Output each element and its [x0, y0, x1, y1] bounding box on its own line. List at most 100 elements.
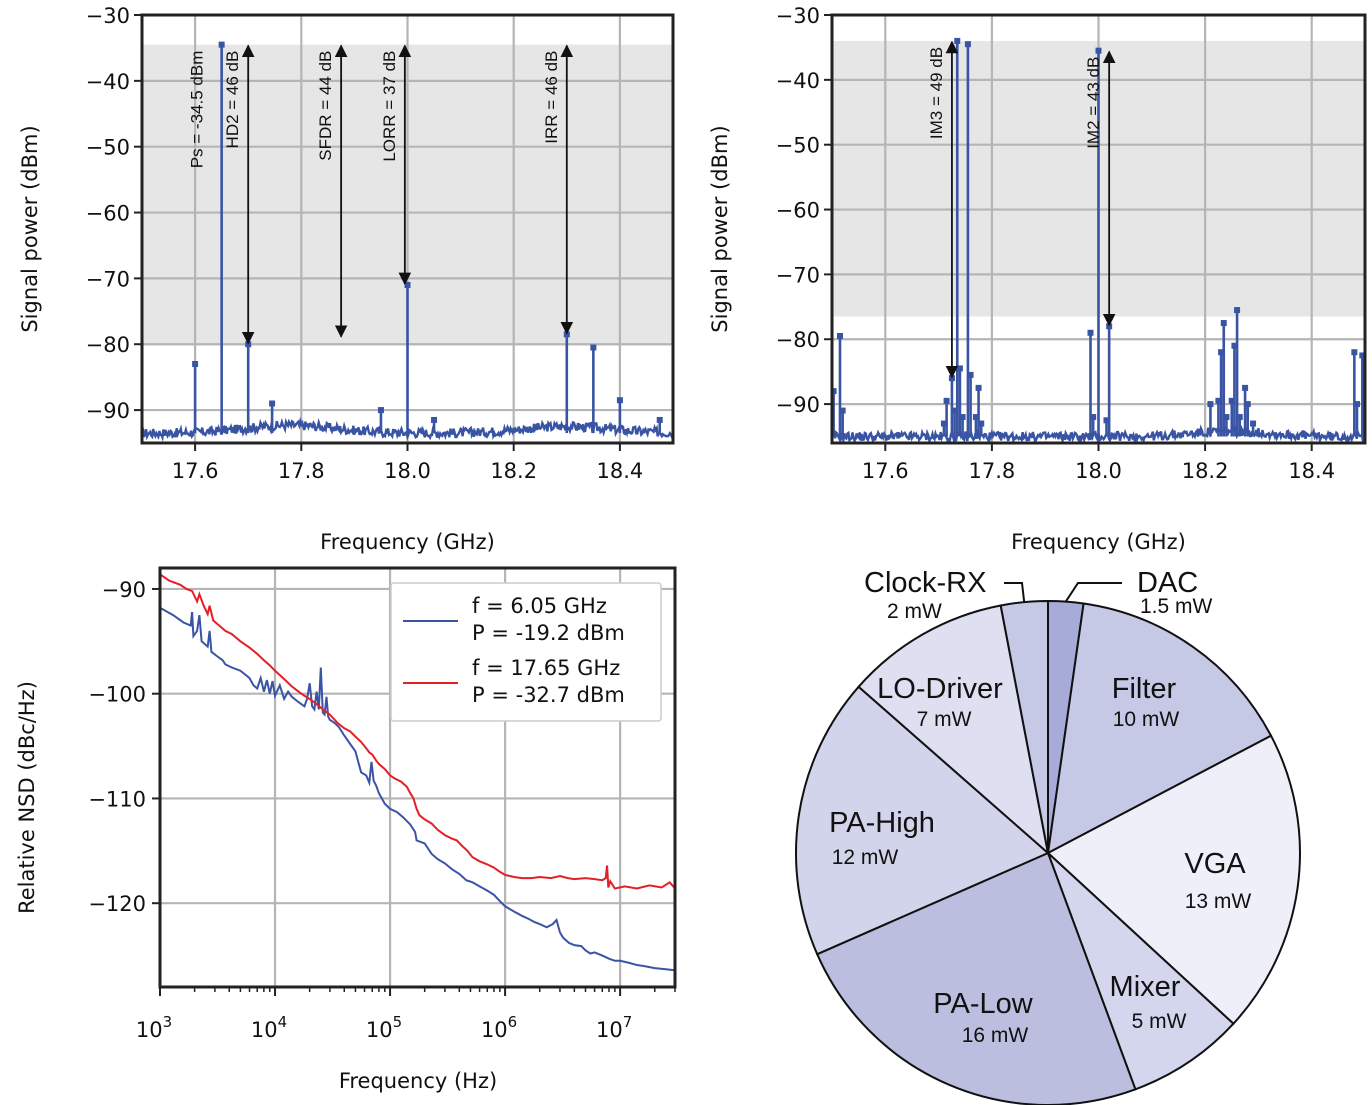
noise-floor-trace	[141, 416, 675, 443]
x-tick-label: 105	[366, 1013, 402, 1042]
tick-base: 10	[136, 1018, 163, 1042]
spectrum-chart-single-tone: Ps = -34.5 dBm HD2 = 46 dB SFDR = 44 dB LOR…	[18, 4, 675, 554]
y-axis-label: Signal power (dBm)	[708, 125, 732, 332]
slice-label: Mixer	[1110, 971, 1181, 1003]
x-tick-label: 17.8	[278, 459, 325, 483]
x-tick-label: 18.0	[1075, 459, 1122, 483]
pie-slice	[815, 851, 1137, 1105]
x-axis-label: Frequency (GHz)	[1011, 530, 1186, 554]
tick-exponent: 3	[163, 1013, 173, 1031]
slice-label: Filter	[1112, 673, 1177, 705]
spur-marker	[839, 407, 846, 414]
spur-marker	[1354, 401, 1361, 408]
legend-entry-label: P = -19.2 dBm	[472, 621, 625, 645]
y-tick-label: −50	[776, 134, 820, 158]
x-tick-label: 18.4	[1288, 459, 1335, 483]
slice-value: 16 mW	[962, 1024, 1029, 1047]
slice-value: 12 mW	[832, 846, 899, 869]
spur-marker	[1231, 342, 1238, 349]
tick-base: 10	[366, 1018, 393, 1042]
slice-value: 5 mW	[1132, 1010, 1187, 1033]
annotation-label: IRR = 46 dB	[542, 51, 561, 144]
x-tick-label: 18.0	[384, 459, 431, 483]
spur-marker	[1220, 320, 1227, 327]
slice-value: 1.5 mW	[1140, 595, 1213, 618]
spur-marker	[959, 414, 966, 421]
spur-marker	[590, 344, 597, 351]
annotation-label: SFDR = 44 dB	[316, 51, 335, 161]
spur-marker	[830, 388, 837, 395]
spur-marker	[972, 414, 979, 421]
spur-marker	[978, 420, 985, 427]
x-axis-label: Frequency (GHz)	[320, 530, 495, 554]
slice-label: DAC	[1137, 567, 1198, 599]
x-tick-label: 18.4	[597, 459, 644, 483]
spectrum-chart-two-tone: IM3 = 49 dB IM2 = 43 dB 17.6 17.8 18.0 18.2 18…	[708, 4, 1367, 554]
y-tick-label: −90	[776, 393, 820, 417]
y-tick-label: −100	[88, 683, 146, 707]
y-tick-label: −90	[102, 578, 146, 602]
power-breakdown-pie: Filter 10 mW VGA 13 mW Mixer 5 mW PA-Low 16 mW P…	[794, 567, 1301, 1105]
y-axis-label: Signal power (dBm)	[18, 125, 42, 332]
pie-slice	[857, 604, 1050, 856]
y-tick-label: −30	[86, 4, 130, 28]
tick-exponent: 7	[623, 1013, 633, 1031]
x-tick-label: 18.2	[1182, 459, 1229, 483]
x-axis-label: Frequency (Hz)	[339, 1069, 497, 1093]
axes-frame	[158, 566, 677, 989]
x-tick-label: 103	[136, 1013, 172, 1042]
y-tick-label: −50	[86, 136, 130, 160]
slice-value: 7 mW	[917, 708, 972, 731]
y-tick-label: −60	[86, 202, 130, 226]
spur-marker	[377, 407, 384, 414]
x-tick-label: 17.6	[172, 459, 219, 483]
legend-entry-label: f = 6.05 GHz	[472, 594, 607, 618]
legend-box	[390, 582, 662, 722]
series-line	[159, 573, 676, 890]
spur-marker	[431, 416, 438, 423]
series-line	[159, 606, 676, 972]
tick-base: 10	[596, 1018, 623, 1042]
y-tick-label: −60	[776, 199, 820, 223]
y-tick-label: −40	[86, 70, 130, 94]
spur-marker	[1218, 349, 1225, 356]
y-tick-label: −30	[776, 4, 820, 28]
y-tick-label: −120	[88, 892, 146, 916]
spur-marker	[940, 420, 947, 427]
spur-marker	[1351, 349, 1358, 356]
spur-marker	[1228, 397, 1235, 404]
spur-marker	[616, 397, 623, 404]
annotation-label: HD2 = 46 dB	[223, 51, 242, 149]
legend-entry-label: f = 17.65 GHz	[472, 656, 620, 680]
tick-base: 10	[481, 1018, 508, 1042]
x-tick-label: 17.8	[969, 459, 1016, 483]
spur-marker	[1223, 414, 1230, 421]
x-tick-label: 18.2	[490, 459, 537, 483]
slice-label: LO-Driver	[877, 673, 1003, 705]
spur-marker	[1103, 417, 1110, 424]
spur-marker	[269, 400, 276, 407]
y-tick-label: −80	[776, 328, 820, 352]
spur-marker	[951, 407, 958, 414]
tick-exponent: 6	[508, 1013, 518, 1031]
spur-marker	[1234, 307, 1241, 314]
spur-marker	[975, 384, 982, 391]
spur-marker	[1090, 414, 1097, 421]
slice-label: PA-High	[829, 807, 935, 839]
spur-marker	[964, 41, 971, 48]
spur-marker	[1215, 397, 1222, 404]
pie-slice	[794, 685, 1050, 956]
spur-marker	[956, 365, 963, 372]
spur-marker	[1242, 384, 1249, 391]
annotation-label: IM3 = 49 dB	[927, 47, 946, 139]
legend: f = 6.05 GHz P = -19.2 dBm f = 17.65 GHz P …	[390, 582, 662, 722]
y-tick-label: −70	[86, 267, 130, 291]
x-tick-label: 104	[251, 1013, 287, 1042]
y-axis-label: Relative NSD (dBc/Hz)	[15, 681, 39, 914]
slice-value: 13 mW	[1185, 890, 1252, 913]
y-tick-label: −70	[776, 263, 820, 287]
x-tick-label: 106	[481, 1013, 517, 1042]
tick-base: 10	[251, 1018, 278, 1042]
slice-label: Clock-RX	[864, 567, 986, 599]
